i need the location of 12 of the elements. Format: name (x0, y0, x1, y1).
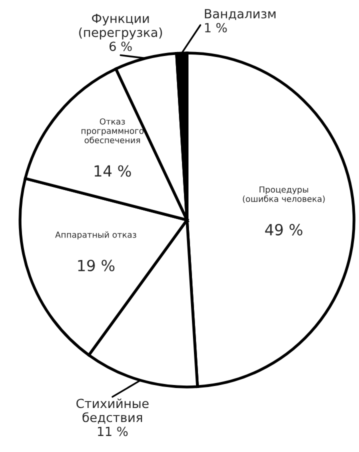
data-label: 49 % (265, 224, 302, 236)
slice-label: Функции (перегрузка) (79, 14, 162, 40)
slice-label: Отказ программного обеспечения (82, 118, 144, 144)
data-label: 14 % (94, 165, 131, 177)
data-label: 11 % (98, 426, 128, 436)
data-label: 6 % (110, 42, 132, 52)
data-label: 1 % (205, 22, 227, 32)
slice-label: Стихийные бедствия (76, 398, 149, 424)
data-label: 19 % (78, 260, 114, 272)
slice-label: Вандализм (204, 9, 276, 20)
slice-label: Аппаратный отказ (55, 231, 136, 240)
slice-label: Процедуры (ошибка человека) (242, 186, 325, 203)
